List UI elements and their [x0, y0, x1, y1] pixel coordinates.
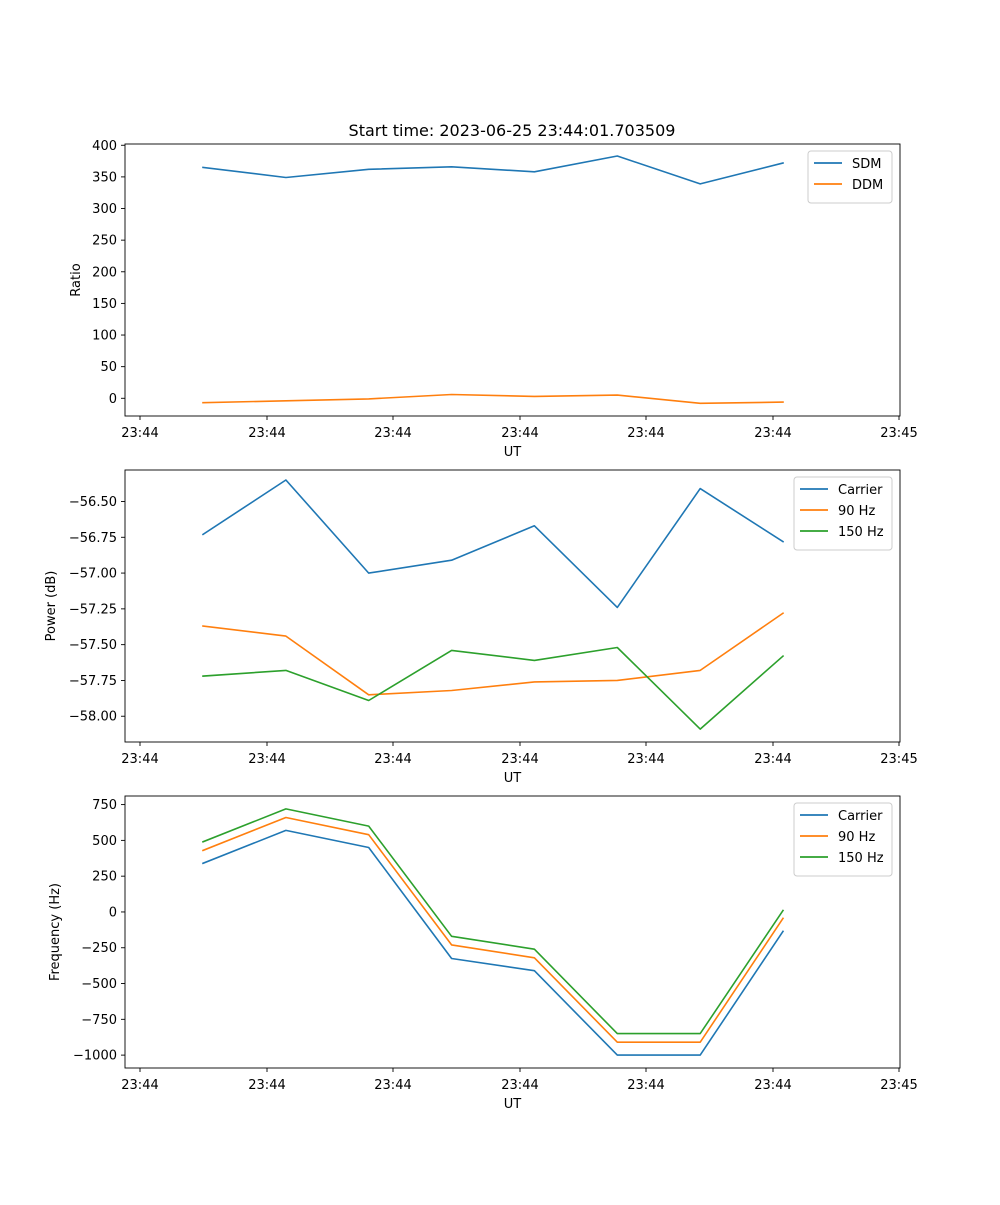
y-axis-label: Power (dB): [44, 571, 59, 642]
y-tick-label: −56.50: [69, 495, 117, 510]
x-tick-label: 23:44: [501, 1078, 538, 1093]
x-tick-label: 23:44: [374, 426, 411, 441]
x-tick-label: 23:44: [754, 752, 791, 767]
x-tick-label: 23:45: [880, 426, 917, 441]
y-tick-label: 250: [92, 234, 117, 249]
y-tick-label: −1000: [73, 1049, 117, 1064]
x-tick-label: 23:44: [121, 426, 158, 441]
axes-frame: [124, 469, 901, 743]
y-tick-label: 300: [92, 202, 117, 217]
x-tick-label: 23:44: [627, 426, 664, 441]
y-tick-label: 100: [92, 329, 117, 344]
series-line-90-hz: [202, 612, 785, 696]
y-tick-label: −58.00: [69, 710, 117, 725]
y-tick-label: −750: [81, 1013, 117, 1028]
x-tick-label: 23:45: [880, 1078, 917, 1093]
x-axis-label: UT: [504, 445, 522, 460]
y-tick-label: 0: [109, 905, 117, 920]
series-line-carrier: [201, 479, 785, 609]
x-tick-label: 23:44: [121, 1078, 158, 1093]
x-tick-label: 23:44: [248, 1078, 285, 1093]
legend-label-sdm: SDM: [852, 157, 881, 172]
y-tick-label: 350: [92, 170, 117, 185]
x-tick-label: 23:45: [880, 752, 917, 767]
legend-label-150-hz: 150 Hz: [838, 525, 884, 540]
legend-label-carrier: Carrier: [838, 483, 883, 498]
axes-frame: [124, 795, 901, 1069]
x-tick-label: 23:44: [754, 426, 791, 441]
x-tick-label: 23:44: [374, 752, 411, 767]
x-tick-label: 23:44: [248, 752, 285, 767]
x-tick-label: 23:44: [627, 752, 664, 767]
legend-label-ddm: DDM: [852, 178, 883, 193]
legend: Carrier 90 Hz 150 Hz: [793, 476, 893, 551]
legend-label-90-hz: 90 Hz: [838, 504, 875, 519]
figure-title: Start time: 2023-06-25 23:44:01.703509: [349, 121, 676, 140]
y-tick-label: −500: [81, 977, 117, 992]
y-tick-label: −250: [81, 941, 117, 956]
y-tick-label: 250: [92, 870, 117, 885]
series-line-sdm: [202, 155, 784, 185]
legend-box: [807, 150, 893, 204]
x-axis-label: UT: [504, 1097, 522, 1112]
axes-frame: [124, 143, 901, 417]
y-tick-label: 750: [92, 798, 117, 813]
legend-label-carrier: Carrier: [838, 809, 883, 824]
legend: Carrier 90 Hz 150 Hz: [793, 802, 893, 877]
chart-panel-3: −1000 −750 −500 −250 0 250 500 750 23:44 23:44 23:…: [48, 795, 918, 1112]
y-axis-label: Ratio: [69, 263, 84, 296]
chart-panel-2: −58.00 −57.75 −57.50 −57.25 −57.00 −56.75 −56.…: [44, 469, 918, 786]
y-tick-label: 500: [92, 834, 117, 849]
legend-label-90-hz: 90 Hz: [838, 830, 875, 845]
x-tick-label: 23:44: [501, 752, 538, 767]
series-line-150-hz: [201, 808, 785, 1035]
series-line-150-hz: [202, 646, 785, 730]
legend-label-150-hz: 150 Hz: [838, 851, 884, 866]
x-tick-label: 23:44: [501, 426, 538, 441]
y-tick-label: 400: [92, 139, 117, 154]
x-tick-label: 23:44: [754, 1078, 791, 1093]
y-tick-label: −57.25: [69, 602, 117, 617]
series-line-90-hz: [201, 816, 785, 1043]
y-tick-label: −57.50: [69, 638, 117, 653]
y-tick-label: −56.75: [69, 531, 117, 546]
x-tick-label: 23:44: [374, 1078, 411, 1093]
y-tick-label: 200: [92, 265, 117, 280]
y-tick-label: −57.00: [69, 567, 117, 582]
series-line-carrier: [201, 829, 785, 1056]
x-axis-label: UT: [504, 771, 522, 786]
y-tick-label: −57.75: [69, 674, 117, 689]
y-tick-label: 50: [100, 360, 117, 375]
series-line-ddm: [202, 393, 784, 405]
y-tick-label: 150: [92, 297, 117, 312]
y-tick-label: 0: [109, 392, 117, 407]
legend: SDM DDM: [807, 150, 893, 204]
chart-panel-1: 0 50 100 150 200 250 300 350 400 23:44 23:44 23:44 2…: [69, 139, 918, 460]
x-tick-label: 23:44: [248, 426, 285, 441]
y-axis-label: Frequency (Hz): [48, 883, 63, 981]
x-tick-label: 23:44: [121, 752, 158, 767]
x-tick-label: 23:44: [627, 1078, 664, 1093]
